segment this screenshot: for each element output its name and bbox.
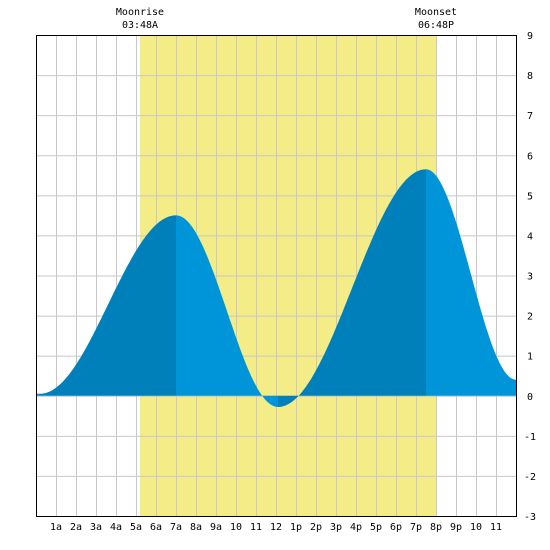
y-tick-label: 6 (527, 151, 533, 162)
x-tick-label: 7a (170, 522, 182, 533)
x-tick-label: 11 (250, 522, 262, 533)
y-tick-label: 0 (527, 392, 533, 403)
x-tick-label: 9a (210, 522, 222, 533)
x-tick-label: 8a (190, 522, 202, 533)
x-tick-label: 10 (230, 522, 242, 533)
moonrise-label: Moonrise (116, 7, 164, 18)
tide-area (36, 169, 516, 407)
y-tick-label: 4 (527, 231, 533, 242)
x-tick-label: 3a (90, 522, 102, 533)
y-tick-label: 3 (527, 272, 533, 283)
x-tick-label: 6p (390, 522, 402, 533)
x-tick-label: 11 (490, 522, 502, 533)
x-tick-label: 6a (150, 522, 162, 533)
y-tick-label: 2 (527, 312, 533, 323)
y-tick-label: 9 (527, 31, 533, 42)
y-tick-labels: -3 -2 -1 0 1 2 3 4 5 6 7 8 9 (524, 31, 536, 523)
x-tick-label: 10 (470, 522, 482, 533)
moonrise-time: 03:48A (122, 20, 158, 31)
x-tick-label: 2p (310, 522, 322, 533)
x-tick-label: 1a (50, 522, 62, 533)
x-tick-label: 4a (110, 522, 122, 533)
x-tick-label: 5a (130, 522, 142, 533)
y-tick-label: -3 (524, 512, 536, 523)
x-tick-label: 9p (450, 522, 462, 533)
tide-rising-segment (40, 215, 176, 396)
moonset-label: Moonset (415, 7, 457, 18)
x-tick-label: 4p (350, 522, 362, 533)
y-tick-label: -2 (524, 472, 536, 483)
x-tick-label: 2a (70, 522, 82, 533)
x-tick-label: 3p (330, 522, 342, 533)
y-tick-label: 5 (527, 191, 533, 202)
moonset-annotation: Moonset 06:48P (415, 7, 457, 31)
x-tick-label: 8p (430, 522, 442, 533)
x-tick-label: 7p (410, 522, 422, 533)
x-tick-label: 12 (270, 522, 282, 533)
x-tick-label: 1p (290, 522, 302, 533)
plot-frame (36, 35, 517, 517)
moonrise-annotation: Moonrise 03:48A (116, 7, 164, 31)
x-tick-label: 5p (370, 522, 382, 533)
y-tick-label: 7 (527, 111, 533, 122)
tide-rising-segment (278, 169, 426, 407)
moonset-time: 06:48P (418, 20, 454, 31)
tide-falling-segment (426, 169, 516, 396)
tide-falling-segment (176, 215, 278, 407)
x-tick-labels: 1a 2a 3a 4a 5a 6a 7a 8a 9a 10 11 12 1p 2p 3p 4p 5p 6p 7p 8p… (50, 522, 502, 533)
y-tick-label: -1 (524, 432, 536, 443)
y-tick-label: 8 (527, 71, 533, 82)
y-tick-label: 1 (527, 352, 533, 363)
